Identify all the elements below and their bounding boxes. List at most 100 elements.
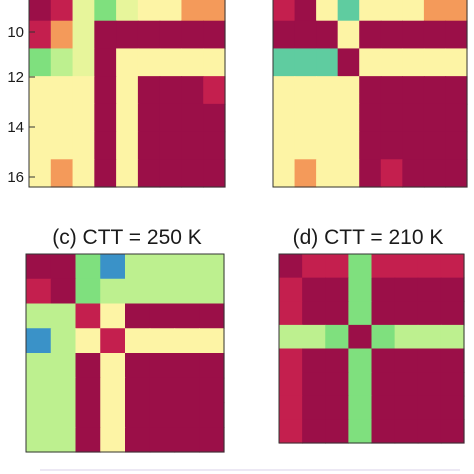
heatmap-cell-d-r4-c0 [279,348,303,373]
heatmap-cell-d-r6-c1 [302,395,326,420]
heatmap-cell-a-r2-c8 [203,48,226,77]
heatmap-cell-d-r7-c6 [417,419,442,444]
heatmap-cell-d-r1-c6 [417,277,442,302]
heatmap-cell-b-r3-c5 [380,76,403,105]
heatmap-cell-c-r7-c0 [26,427,52,453]
heatmap-cell-b-r1-c7 [423,20,447,50]
heatmap-cell-a-r6-c1 [50,159,74,188]
panel-d-frame [278,253,465,444]
heatmap-cell-d-r5-c5 [394,372,419,397]
heatmap-cell-d-r1-c4 [371,277,396,302]
heatmap-cell-d-r7-c4 [371,419,396,444]
heatmap-cell-b-r6-c1 [294,159,317,188]
heatmap-cell-d-r1-c1 [302,277,326,302]
heatmap-cell-a-r1-c5 [137,20,161,50]
heatmap-cell-c-r4-c1 [50,353,77,379]
heatmap-cell-d-r1-c0 [279,277,303,302]
heatmap-cell-d-r4-c2 [325,348,349,373]
heatmap-cell-c-r1-c5 [149,278,176,305]
heatmap-cell-d-r1-c5 [394,277,419,302]
heatmap-cell-c-r6-c4 [125,402,151,428]
heatmap-cell-c-r4-c5 [149,353,176,379]
panel-a-cells [29,0,226,188]
y-tick-10: 10 [7,24,24,41]
heatmap-cell-c-r3-c3 [100,328,126,354]
heatmap-cell-c-r0-c5 [149,254,176,280]
heatmap-cell-d-r3-c0 [279,324,303,350]
heatmap-cell-a-r4-c0 [29,103,52,133]
heatmap-cell-a-r4-c5 [137,103,161,133]
heatmap-cell-c-r1-c6 [174,278,200,305]
heatmap-cell-c-r0-c1 [50,254,77,280]
heatmap-cell-a-r6-c2 [72,159,95,188]
panel-a-frame [28,0,226,188]
heatmap-cell-a-r3-c8 [203,76,226,105]
heatmap-cell-d-r4-c7 [440,348,465,373]
panel-a-yticks: 10 12 14 16 [7,24,35,186]
heatmap-cell-c-r0-c0 [26,254,52,280]
heatmap-cell-d-r3-c1 [302,324,326,350]
heatmap-cell-c-r1-c7 [199,278,225,305]
heatmap-cell-d-r2-c6 [417,301,442,326]
heatmap-cell-b-r5-c1 [294,131,317,160]
heatmap-cell-b-r4-c7 [423,103,447,133]
heatmap-cell-d-r6-c6 [417,395,442,420]
heatmap-cell-a-r0-c0 [29,0,52,22]
heatmap-cell-b-r3-c6 [402,76,425,105]
heatmap-cell-b-r4-c0 [273,103,296,133]
heatmap-cell-b-r3-c3 [337,76,360,105]
heatmap-cell-d-r6-c4 [371,395,396,420]
heatmap-cell-a-r2-c2 [72,48,95,77]
heatmap-cell-c-r4-c6 [174,353,200,379]
heatmap-cell-b-r4-c4 [359,103,382,133]
heatmap-cell-c-r4-c3 [100,353,126,379]
heatmap-cell-d-r2-c2 [325,301,349,326]
heatmap-cell-d-r4-c4 [371,348,396,373]
heatmap-cell-d-r0-c1 [302,254,326,279]
heatmap-cell-a-r6-c0 [29,159,52,188]
heatmap-cell-b-r3-c0 [273,76,296,105]
heatmap-cell-b-r2-c8 [445,48,468,77]
heatmap-cell-a-r3-c3 [94,76,117,105]
y-tick-16: 16 [7,169,24,186]
heatmap-cell-a-r6-c5 [137,159,161,188]
heatmap-cell-c-r5-c6 [174,377,200,404]
heatmap-cell-d-r5-c3 [348,372,373,397]
heatmap-cell-a-r5-c1 [50,131,74,160]
heatmap-cell-b-r2-c4 [359,48,382,77]
heatmap-cell-d-r4-c6 [417,348,442,373]
heatmap-cell-a-r5-c7 [181,131,204,160]
heatmap-cell-d-r2-c3 [348,301,373,326]
heatmap-cell-c-r4-c0 [26,353,52,379]
heatmap-cell-b-r1-c8 [445,20,468,50]
heatmap-cell-c-r7-c5 [149,427,176,453]
heatmap-cell-a-r4-c2 [72,103,95,133]
heatmap-cell-b-r3-c8 [445,76,468,105]
panel-c-title: (c) CTT = 250 K [52,226,202,249]
heatmap-cell-a-r2-c3 [94,48,117,77]
heatmap-cell-a-r0-c7 [181,0,204,22]
heatmap-cell-b-r5-c0 [273,131,296,160]
heatmap-cell-d-r7-c3 [348,419,373,444]
heatmap-cell-c-r0-c4 [125,254,151,280]
heatmap-cell-c-r1-c3 [100,278,126,305]
heatmap-cell-b-r6-c8 [445,159,468,188]
heatmap-cell-b-r5-c5 [380,131,403,160]
heatmap-cell-c-r2-c4 [125,303,151,329]
heatmap-cell-b-r4-c8 [445,103,468,133]
heatmap-cell-d-r6-c3 [348,395,373,420]
heatmap-cell-a-r0-c4 [116,0,139,22]
heatmap-cell-a-r6-c8 [203,159,226,188]
heatmap-cell-b-r3-c1 [294,76,317,105]
heatmap-cell-d-r3-c3 [348,324,373,350]
heatmap-cell-d-r2-c1 [302,301,326,326]
heatmap-cell-b-r6-c5 [380,159,403,188]
heatmap-cell-d-r7-c0 [279,419,303,444]
heatmap-cell-a-r2-c7 [181,48,204,77]
heatmap-cell-a-r3-c7 [181,76,204,105]
heatmap-cell-c-r6-c0 [26,402,52,428]
heatmap-cell-a-r2-c6 [159,48,183,77]
heatmap-cell-c-r3-c4 [125,328,151,354]
heatmap-cell-d-r3-c7 [440,324,465,350]
heatmap-cell-c-r7-c6 [174,427,200,453]
